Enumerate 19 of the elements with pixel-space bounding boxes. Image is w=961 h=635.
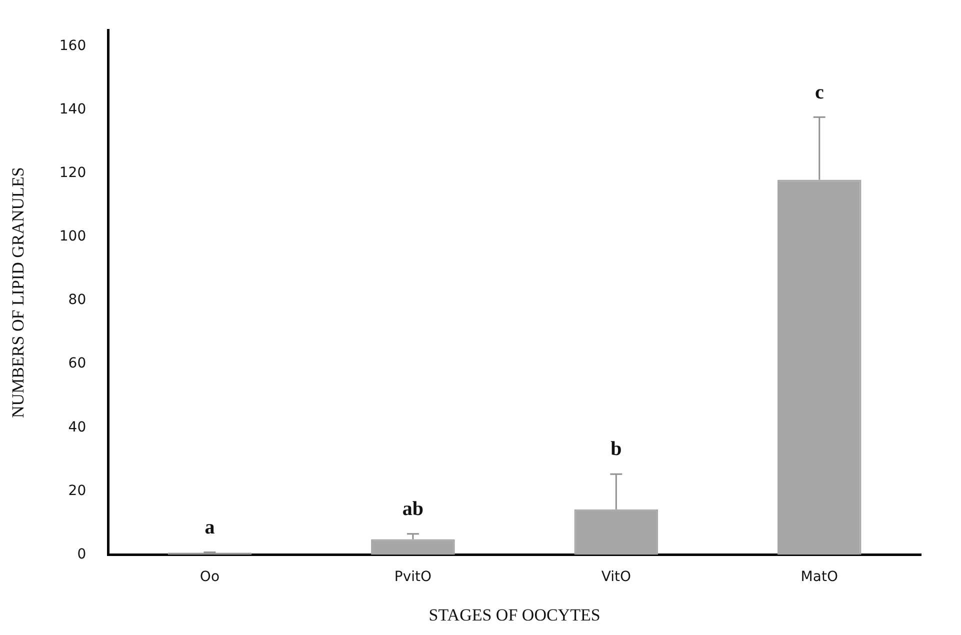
annotation: c bbox=[814, 81, 824, 104]
annotation: b bbox=[610, 438, 622, 460]
y-tick-label: 80 bbox=[68, 292, 86, 308]
annotation: ab bbox=[402, 498, 424, 520]
y-tick-label: 20 bbox=[68, 482, 86, 499]
y-tick-label: 120 bbox=[59, 165, 86, 182]
x-tick-label: VitO bbox=[601, 568, 632, 585]
y-tick-label: 40 bbox=[68, 419, 86, 436]
y-axis-title: NUMBERS OF LIPID GRANULES bbox=[8, 167, 28, 418]
y-tick-label: 100 bbox=[59, 228, 86, 245]
y-tick-label: 0 bbox=[77, 546, 86, 562]
y-tick-label: 160 bbox=[59, 38, 86, 54]
x-tick-label: MatO bbox=[800, 568, 838, 585]
y-tick-label: 60 bbox=[68, 356, 86, 372]
annotation: a bbox=[204, 516, 215, 538]
x-tick-label: Oo bbox=[200, 568, 220, 585]
x-tick-label: PvitO bbox=[394, 568, 432, 585]
x-axis-title: STAGES OF OOCYTES bbox=[428, 605, 600, 624]
y-tick-label: 140 bbox=[59, 101, 86, 118]
